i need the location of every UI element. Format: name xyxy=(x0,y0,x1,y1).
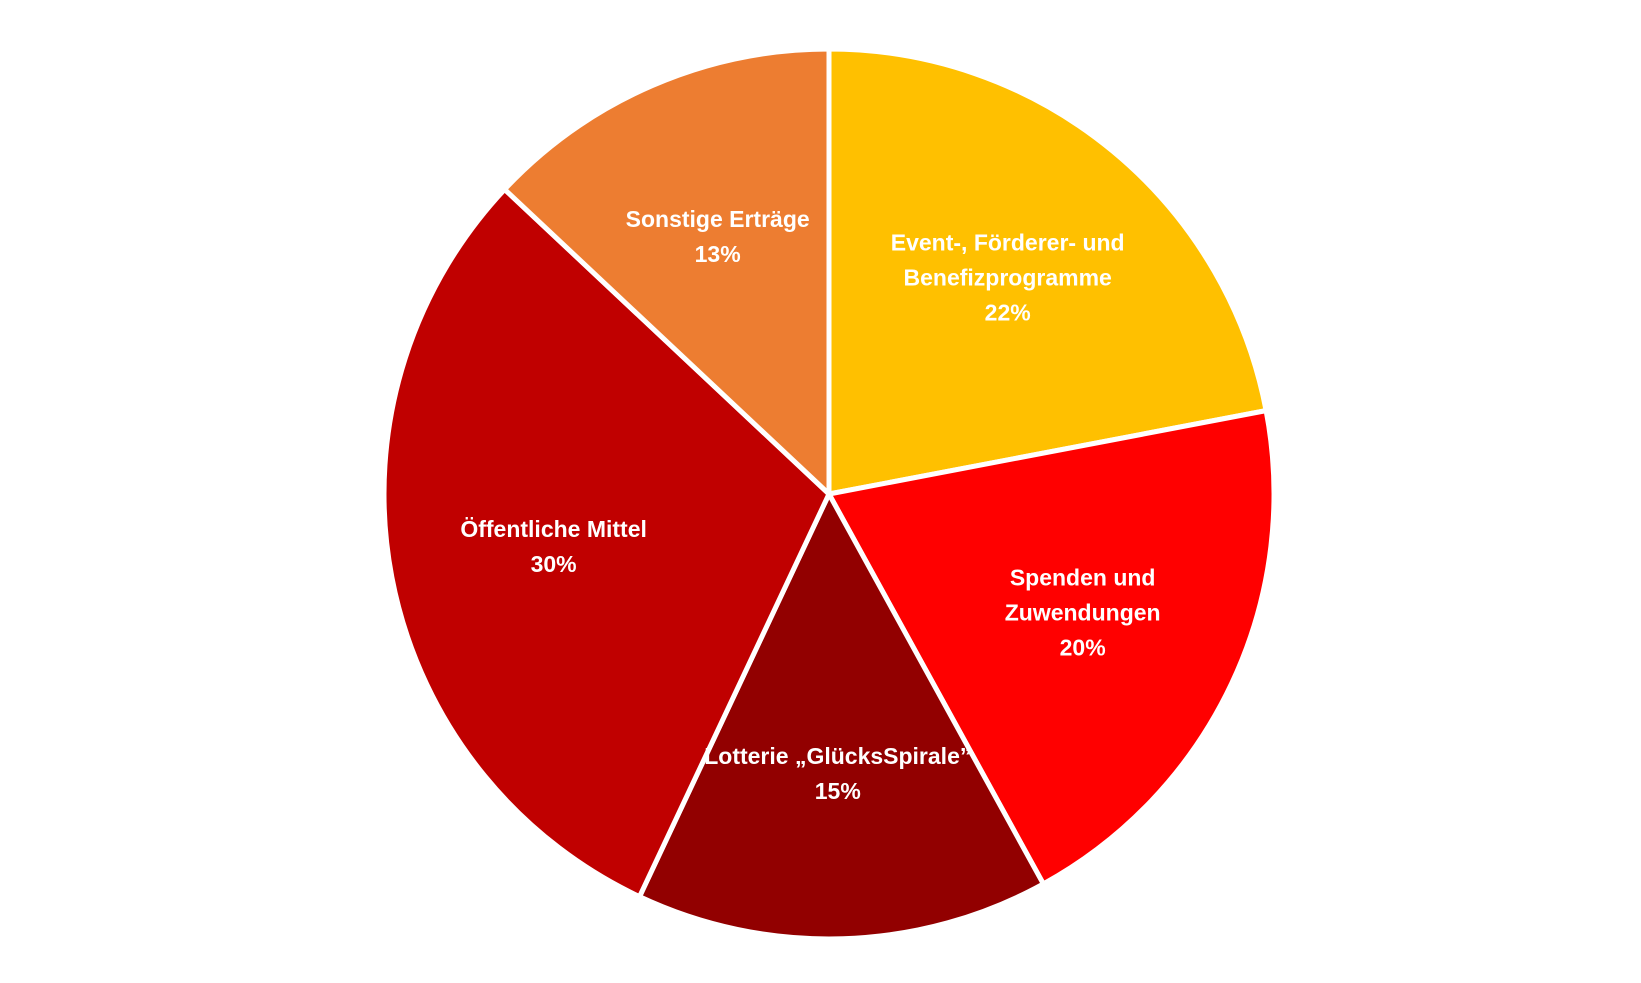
slice-label: Event-, Förderer- und Benefizprogramme 22… xyxy=(873,225,1143,330)
pie-slice xyxy=(502,46,832,497)
slice-label: Lotterie „GlücksSpirale” 15% xyxy=(703,739,973,809)
category-label: Öffentliche Mittel xyxy=(460,515,647,542)
value-label: 13% xyxy=(694,240,741,267)
pie-slice xyxy=(381,186,832,900)
pie-slice xyxy=(826,408,1277,887)
slice-label: Spenden und Zuwendungen 20% xyxy=(948,561,1218,666)
value-label: 15% xyxy=(814,778,861,805)
pie-slice xyxy=(826,46,1269,497)
category-label: Spenden und Zuwendungen xyxy=(1004,564,1161,626)
pie-slice xyxy=(637,491,1046,942)
slice-label: Öffentliche Mittel 30% xyxy=(419,512,689,582)
category-label: Lotterie „GlücksSpirale” xyxy=(704,743,972,770)
category-label: Event-, Förderer- und Benefizprogramme xyxy=(890,229,1125,291)
value-label: 22% xyxy=(984,299,1031,326)
value-label: 20% xyxy=(1059,634,1106,661)
slice-label: Sonstige Erträge 13% xyxy=(583,202,853,272)
category-label: Sonstige Erträge xyxy=(625,205,810,232)
value-label: 30% xyxy=(530,550,577,577)
